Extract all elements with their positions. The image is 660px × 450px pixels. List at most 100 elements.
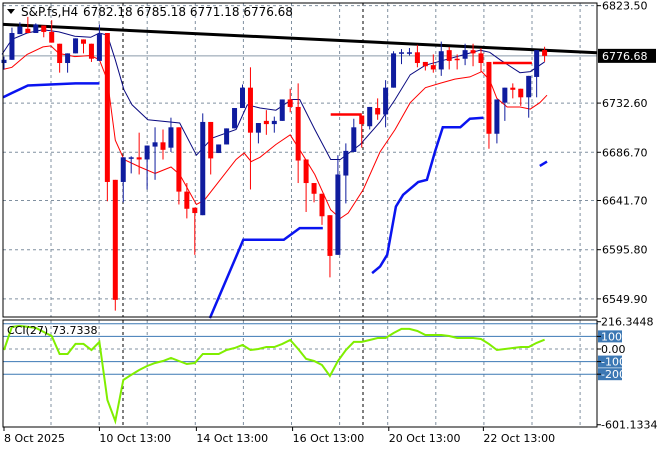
candle-bear xyxy=(311,183,317,194)
candle-bear xyxy=(327,215,333,256)
candle-bull xyxy=(128,157,134,159)
candle-bear xyxy=(49,31,55,43)
candle-bear xyxy=(160,142,166,150)
candle-bear xyxy=(430,65,436,70)
candle-bull xyxy=(33,24,39,34)
cci-tick-label: -601.1334 xyxy=(601,419,657,432)
candle-bear xyxy=(375,108,381,115)
candle-bear xyxy=(25,28,31,34)
candle-bull xyxy=(391,53,397,88)
time-tick-label: 14 Oct 13:00 xyxy=(196,432,268,445)
support-line xyxy=(539,160,548,167)
candle-bull xyxy=(351,127,357,152)
support-line xyxy=(2,82,100,99)
candle-bull xyxy=(9,33,15,60)
candle-bull xyxy=(534,50,540,77)
candle-bear xyxy=(510,87,516,90)
time-tick-label: 16 Oct 13:00 xyxy=(293,432,365,445)
cci-title: CCI(27) xyxy=(7,324,48,337)
support-line xyxy=(208,226,323,319)
candle-bear xyxy=(319,193,325,217)
candle-bear xyxy=(518,88,524,98)
candle-bull xyxy=(232,108,238,129)
candle-bull xyxy=(152,142,158,147)
candle-bull xyxy=(438,51,444,70)
candle-bear xyxy=(41,25,47,32)
candle-bull xyxy=(526,75,532,98)
candle-bear xyxy=(446,50,452,61)
candle-bull xyxy=(168,127,174,148)
candle-bull xyxy=(224,128,230,145)
candle-bull xyxy=(494,99,500,134)
trendline xyxy=(3,22,598,55)
candle-bear xyxy=(88,43,94,59)
candle-bear xyxy=(136,157,142,160)
chart-header: S&P.fs,H4 6782.18 6785.18 6771.18 6776.6… xyxy=(7,5,293,19)
candle-bull xyxy=(335,174,341,255)
candle-bear xyxy=(542,49,548,56)
candle-bear xyxy=(422,61,428,67)
main-panel-frame xyxy=(2,2,598,318)
candle-bear xyxy=(184,191,190,209)
price-tick-label: 6549.90 xyxy=(602,293,648,306)
candle-bear xyxy=(192,207,198,214)
cci-header: CCI(27) 73.7338 xyxy=(7,324,98,337)
price-tick-label: 6641.70 xyxy=(602,195,648,208)
candle-bear xyxy=(208,121,214,159)
time-tick-label: 20 Oct 13:00 xyxy=(389,432,461,445)
time-tick-label: 10 Oct 13:00 xyxy=(99,432,171,445)
price-tick-label: 6595.80 xyxy=(602,244,648,257)
candle-bear xyxy=(104,33,110,182)
current-price-box xyxy=(598,48,656,63)
candle-bull xyxy=(279,99,285,121)
cci-panel xyxy=(3,323,598,425)
symbol-label: S&P.fs,H4 xyxy=(21,5,78,19)
candle-bear xyxy=(454,58,460,61)
time-tick-label: 8 Oct 2025 xyxy=(4,432,65,445)
candle-bull xyxy=(383,87,389,115)
candle-bear xyxy=(470,50,476,54)
candle-bear xyxy=(359,115,365,125)
cci-tick-label: 216.3448 xyxy=(601,316,654,329)
current-price-label: 6776.68 xyxy=(602,50,648,63)
time-tick-label: 22 Oct 13:00 xyxy=(483,432,555,445)
ma-fast-line xyxy=(1,29,545,160)
candle-bear xyxy=(112,179,118,300)
cci-level-box xyxy=(598,355,622,368)
candle-bull xyxy=(17,26,23,35)
dropdown-triangle-icon[interactable] xyxy=(7,9,15,14)
candle-bear xyxy=(486,61,492,134)
candle-bull xyxy=(216,144,222,154)
price-tick-label: 6686.70 xyxy=(602,146,648,159)
cci-level-box xyxy=(598,368,622,381)
support-line xyxy=(371,116,484,275)
candle-bear xyxy=(263,120,269,125)
ma-slow-line xyxy=(3,45,548,220)
candle-bear xyxy=(295,106,301,161)
cci-line xyxy=(3,324,545,425)
grid xyxy=(3,3,597,427)
candle-bear xyxy=(81,39,86,44)
candle-bull xyxy=(255,123,261,133)
cci-tick-label: 0.00 xyxy=(601,343,626,356)
candle-bull xyxy=(120,157,126,182)
cci-value: 73.7338 xyxy=(52,324,98,337)
candle-bear xyxy=(176,127,182,192)
candle-bull xyxy=(462,50,468,59)
candle-bull xyxy=(406,52,412,54)
candle-bull xyxy=(96,34,102,61)
cci-tick-label: -200 xyxy=(601,368,626,381)
candle-bull xyxy=(502,87,508,103)
candle-bear xyxy=(303,159,309,184)
candle-bull xyxy=(271,120,277,125)
candle-bear xyxy=(478,53,484,64)
cci-panel-frame xyxy=(2,319,598,428)
cci-tick-label: 100 xyxy=(601,330,622,343)
candles xyxy=(1,16,548,311)
candle-bear xyxy=(57,43,63,64)
cci-tick-label: -100 xyxy=(601,356,626,369)
candle-bull xyxy=(240,87,245,109)
candle-bull xyxy=(73,38,79,54)
